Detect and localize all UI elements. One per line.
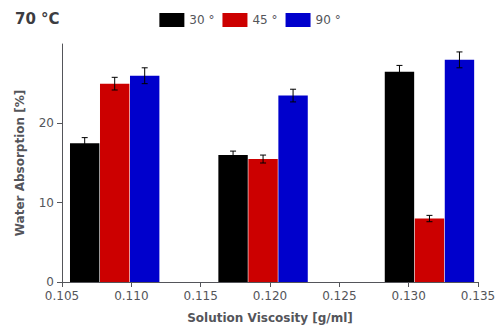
svg-text:0.120: 0.120 [253,289,287,303]
svg-text:90 °: 90 ° [316,13,341,27]
svg-text:30 °: 30 ° [189,13,214,27]
svg-text:0.130: 0.130 [391,289,425,303]
svg-text:0.135: 0.135 [461,289,495,303]
svg-text:0.125: 0.125 [322,289,356,303]
svg-text:10: 10 [39,196,54,210]
svg-text:0.105: 0.105 [45,289,79,303]
svg-text:20: 20 [39,116,54,130]
svg-text:Solution Viscosity [g/ml]: Solution Viscosity [g/ml] [187,311,353,325]
svg-text:0.115: 0.115 [183,289,217,303]
svg-text:Water Absorption [%]: Water Absorption [%] [13,90,27,236]
svg-text:70 °C: 70 °C [15,10,60,28]
svg-text:45 °: 45 ° [252,13,277,27]
svg-text:0: 0 [46,275,54,289]
svg-text:0.110: 0.110 [114,289,148,303]
